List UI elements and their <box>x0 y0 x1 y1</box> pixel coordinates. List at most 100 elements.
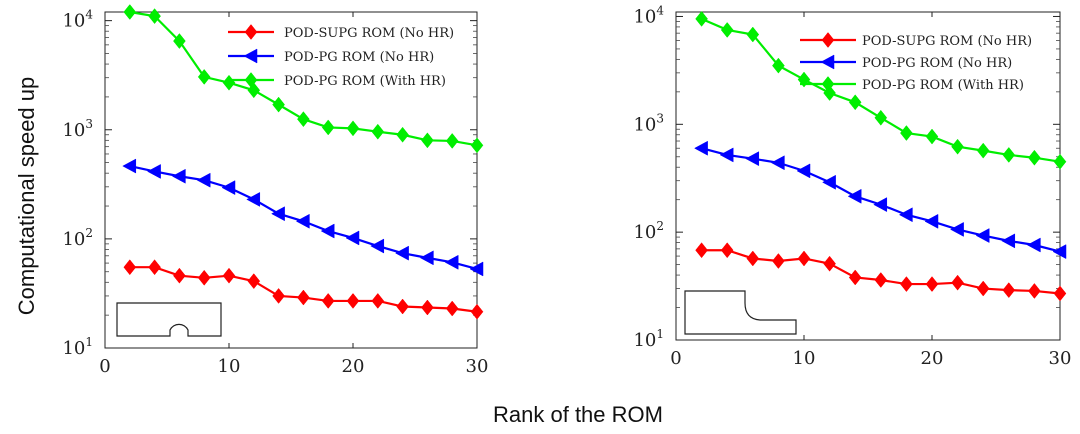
data-point <box>147 164 161 179</box>
data-point <box>951 138 964 155</box>
y-tick-label: 103 <box>633 111 664 135</box>
data-point <box>900 276 913 292</box>
data-point <box>370 238 385 254</box>
data-point <box>247 273 261 290</box>
data-point <box>694 140 708 156</box>
data-point <box>346 120 360 137</box>
y-axis-label: Computational speed up <box>14 77 39 316</box>
y-tick-label: 101 <box>633 327 664 351</box>
legend-marker <box>243 48 258 64</box>
geometry-inset-step <box>684 290 797 335</box>
x-tick-label: 10 <box>218 356 241 377</box>
legend: POD-SUPG ROM (No HR) POD-PG ROM (No HR) PO… <box>228 24 454 89</box>
data-point <box>246 191 261 207</box>
geometry-inset-notch <box>116 302 222 337</box>
data-point <box>900 125 913 141</box>
y-tick-label: 102 <box>62 226 93 250</box>
legend-marker <box>821 76 835 92</box>
data-point <box>1053 285 1067 302</box>
data-point <box>321 119 335 136</box>
legend-marker <box>244 72 258 88</box>
data-point <box>396 298 409 315</box>
data-point <box>371 123 385 140</box>
data-point <box>924 213 939 229</box>
data-point <box>720 22 734 38</box>
data-point <box>720 242 734 259</box>
data-point <box>976 280 990 297</box>
series-0 <box>695 242 1067 302</box>
data-point <box>445 133 459 149</box>
data-point <box>746 26 760 43</box>
data-point <box>770 155 785 171</box>
data-point <box>421 299 434 316</box>
data-point <box>1028 149 1041 166</box>
data-point <box>848 269 862 286</box>
inset-shape <box>684 290 797 335</box>
legend-label: POD-PG ROM (No HR) <box>284 50 434 65</box>
data-point <box>444 254 459 270</box>
y-tick-label: 102 <box>633 219 664 243</box>
data-point <box>976 142 990 159</box>
series-1 <box>694 140 1067 260</box>
legend-label: POD-PG ROM (With HR) <box>862 78 1024 93</box>
data-point <box>874 109 888 126</box>
data-point <box>469 261 484 277</box>
x-tick-label: 30 <box>1049 348 1072 369</box>
data-point <box>320 223 335 239</box>
data-point <box>1026 237 1041 253</box>
data-point <box>321 293 335 309</box>
data-point <box>470 303 484 320</box>
data-point <box>796 163 811 179</box>
data-point <box>221 180 236 196</box>
x-tick-label: 20 <box>342 356 365 377</box>
data-point <box>396 126 409 143</box>
y-tick-label: 101 <box>62 335 93 359</box>
data-point <box>197 269 211 286</box>
data-point <box>1002 147 1016 163</box>
data-point <box>173 267 186 284</box>
data-point <box>746 250 760 267</box>
data-point <box>1001 233 1016 249</box>
data-point <box>470 137 484 154</box>
data-point <box>898 207 913 223</box>
data-point <box>297 111 310 128</box>
data-point <box>196 172 211 188</box>
y-tick-label: 103 <box>62 117 93 141</box>
legend-marker <box>821 32 835 48</box>
data-point <box>272 288 285 304</box>
data-point <box>925 128 939 145</box>
data-point <box>873 197 888 213</box>
legend-marker <box>244 24 258 40</box>
x-tick-label: 20 <box>921 348 944 369</box>
data-point <box>772 57 785 74</box>
data-point <box>421 132 434 149</box>
data-point <box>695 242 708 259</box>
data-point <box>123 259 137 276</box>
data-point <box>271 206 285 222</box>
data-point <box>222 74 236 91</box>
x-tick-label: 0 <box>99 356 110 377</box>
data-point <box>1053 153 1067 170</box>
x-axis-label: Rank of the ROM <box>493 402 663 427</box>
legend-label: POD-PG ROM (No HR) <box>862 56 1012 71</box>
data-point <box>772 253 785 269</box>
legend-label: POD-SUPG ROM (No HR) <box>284 26 454 41</box>
series-1 <box>122 158 484 277</box>
data-point <box>297 289 310 306</box>
data-point <box>123 4 137 20</box>
data-point <box>122 158 137 174</box>
data-point <box>951 274 964 291</box>
data-point <box>847 188 862 204</box>
x-tick-label: 10 <box>793 348 816 369</box>
data-point <box>197 69 211 85</box>
data-point <box>173 33 186 49</box>
legend-label: POD-PG ROM (With HR) <box>284 74 446 89</box>
data-point <box>445 300 459 317</box>
data-point <box>950 222 964 237</box>
data-point <box>823 255 836 272</box>
data-point <box>295 213 310 229</box>
data-point <box>346 293 360 309</box>
data-point <box>695 10 708 27</box>
